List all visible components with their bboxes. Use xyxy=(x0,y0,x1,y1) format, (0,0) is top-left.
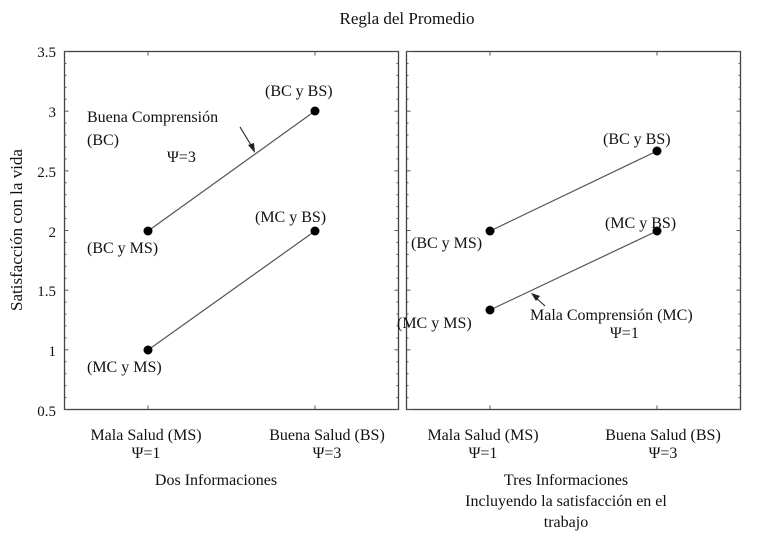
annotation-psi: Ψ=1 xyxy=(610,325,639,342)
y-axis-label: Satisfacción con la vida xyxy=(7,149,26,311)
panel-caption: Tres Informaciones xyxy=(504,472,628,489)
panel-left-frame xyxy=(63,50,400,411)
y-tick-labels: 3.5 3 2.5 2 1.5 1 0.5 xyxy=(37,45,56,420)
chart-title: Regla del Promedio xyxy=(339,9,474,28)
data-point xyxy=(310,106,320,116)
point-label: (MC y MS) xyxy=(87,359,162,376)
x-label: Mala Salud (MS) xyxy=(427,427,538,444)
x-label-psi: Ψ=1 xyxy=(132,445,161,462)
data-point xyxy=(485,305,495,315)
y-tick: 0.5 xyxy=(37,404,56,420)
x-label: Buena Salud (BS) xyxy=(605,427,721,444)
x-label-psi: Ψ=1 xyxy=(469,445,498,462)
point-label: (BC y BS) xyxy=(603,131,671,148)
y-tick: 2 xyxy=(49,225,57,241)
series-bc-line xyxy=(147,110,316,232)
x-label-psi: Ψ=3 xyxy=(313,445,342,462)
point-label: (MC y BS) xyxy=(255,209,326,226)
tick-marks xyxy=(406,51,741,410)
point-label: (MC y BS) xyxy=(605,215,676,232)
panel-left: (BC y MS) (BC y BS) (MC y MS) (MC y BS) … xyxy=(63,50,400,489)
y-tick: 1 xyxy=(49,344,57,360)
panel-right: (BC y MS) (BC y BS) (MC y MS) (MC y BS) … xyxy=(397,50,742,531)
y-tick: 3.5 xyxy=(37,45,56,61)
annotation-arrow-icon xyxy=(239,126,255,153)
tick-marks xyxy=(64,51,399,410)
data-point xyxy=(652,226,662,236)
series-bc-line xyxy=(489,150,658,232)
point-label: (BC y MS) xyxy=(411,235,482,252)
annotation-line-label: Buena Comprensión xyxy=(87,109,218,126)
data-point xyxy=(143,345,153,355)
panel-caption: Dos Informaciones xyxy=(155,472,277,489)
x-label: Buena Salud (BS) xyxy=(269,427,385,444)
y-tick: 1.5 xyxy=(37,284,56,300)
data-point xyxy=(652,146,662,156)
point-label: (BC y MS) xyxy=(87,240,158,257)
annotation-psi: Ψ=3 xyxy=(167,149,196,166)
series-mc-line xyxy=(147,230,316,351)
data-point xyxy=(143,226,153,236)
series-mc-line xyxy=(489,230,658,311)
x-label-psi: Ψ=3 xyxy=(649,445,678,462)
annotation-line-label-2: (BC) xyxy=(87,132,119,149)
data-point xyxy=(485,226,495,236)
point-label: (BC y BS) xyxy=(265,83,333,100)
y-tick: 2.5 xyxy=(37,165,56,181)
panel-caption: trabajo xyxy=(544,514,588,531)
annotation-arrow-icon xyxy=(531,293,546,307)
y-tick: 3 xyxy=(49,105,57,121)
panel-caption: Incluyendo la satisfacción en el xyxy=(465,493,667,510)
annotation-line-label: Mala Comprensión (MC) xyxy=(530,307,693,324)
data-point xyxy=(310,226,320,236)
x-label: Mala Salud (MS) xyxy=(90,427,201,444)
point-label: (MC y MS) xyxy=(397,315,472,332)
panel-right-frame xyxy=(405,50,742,411)
